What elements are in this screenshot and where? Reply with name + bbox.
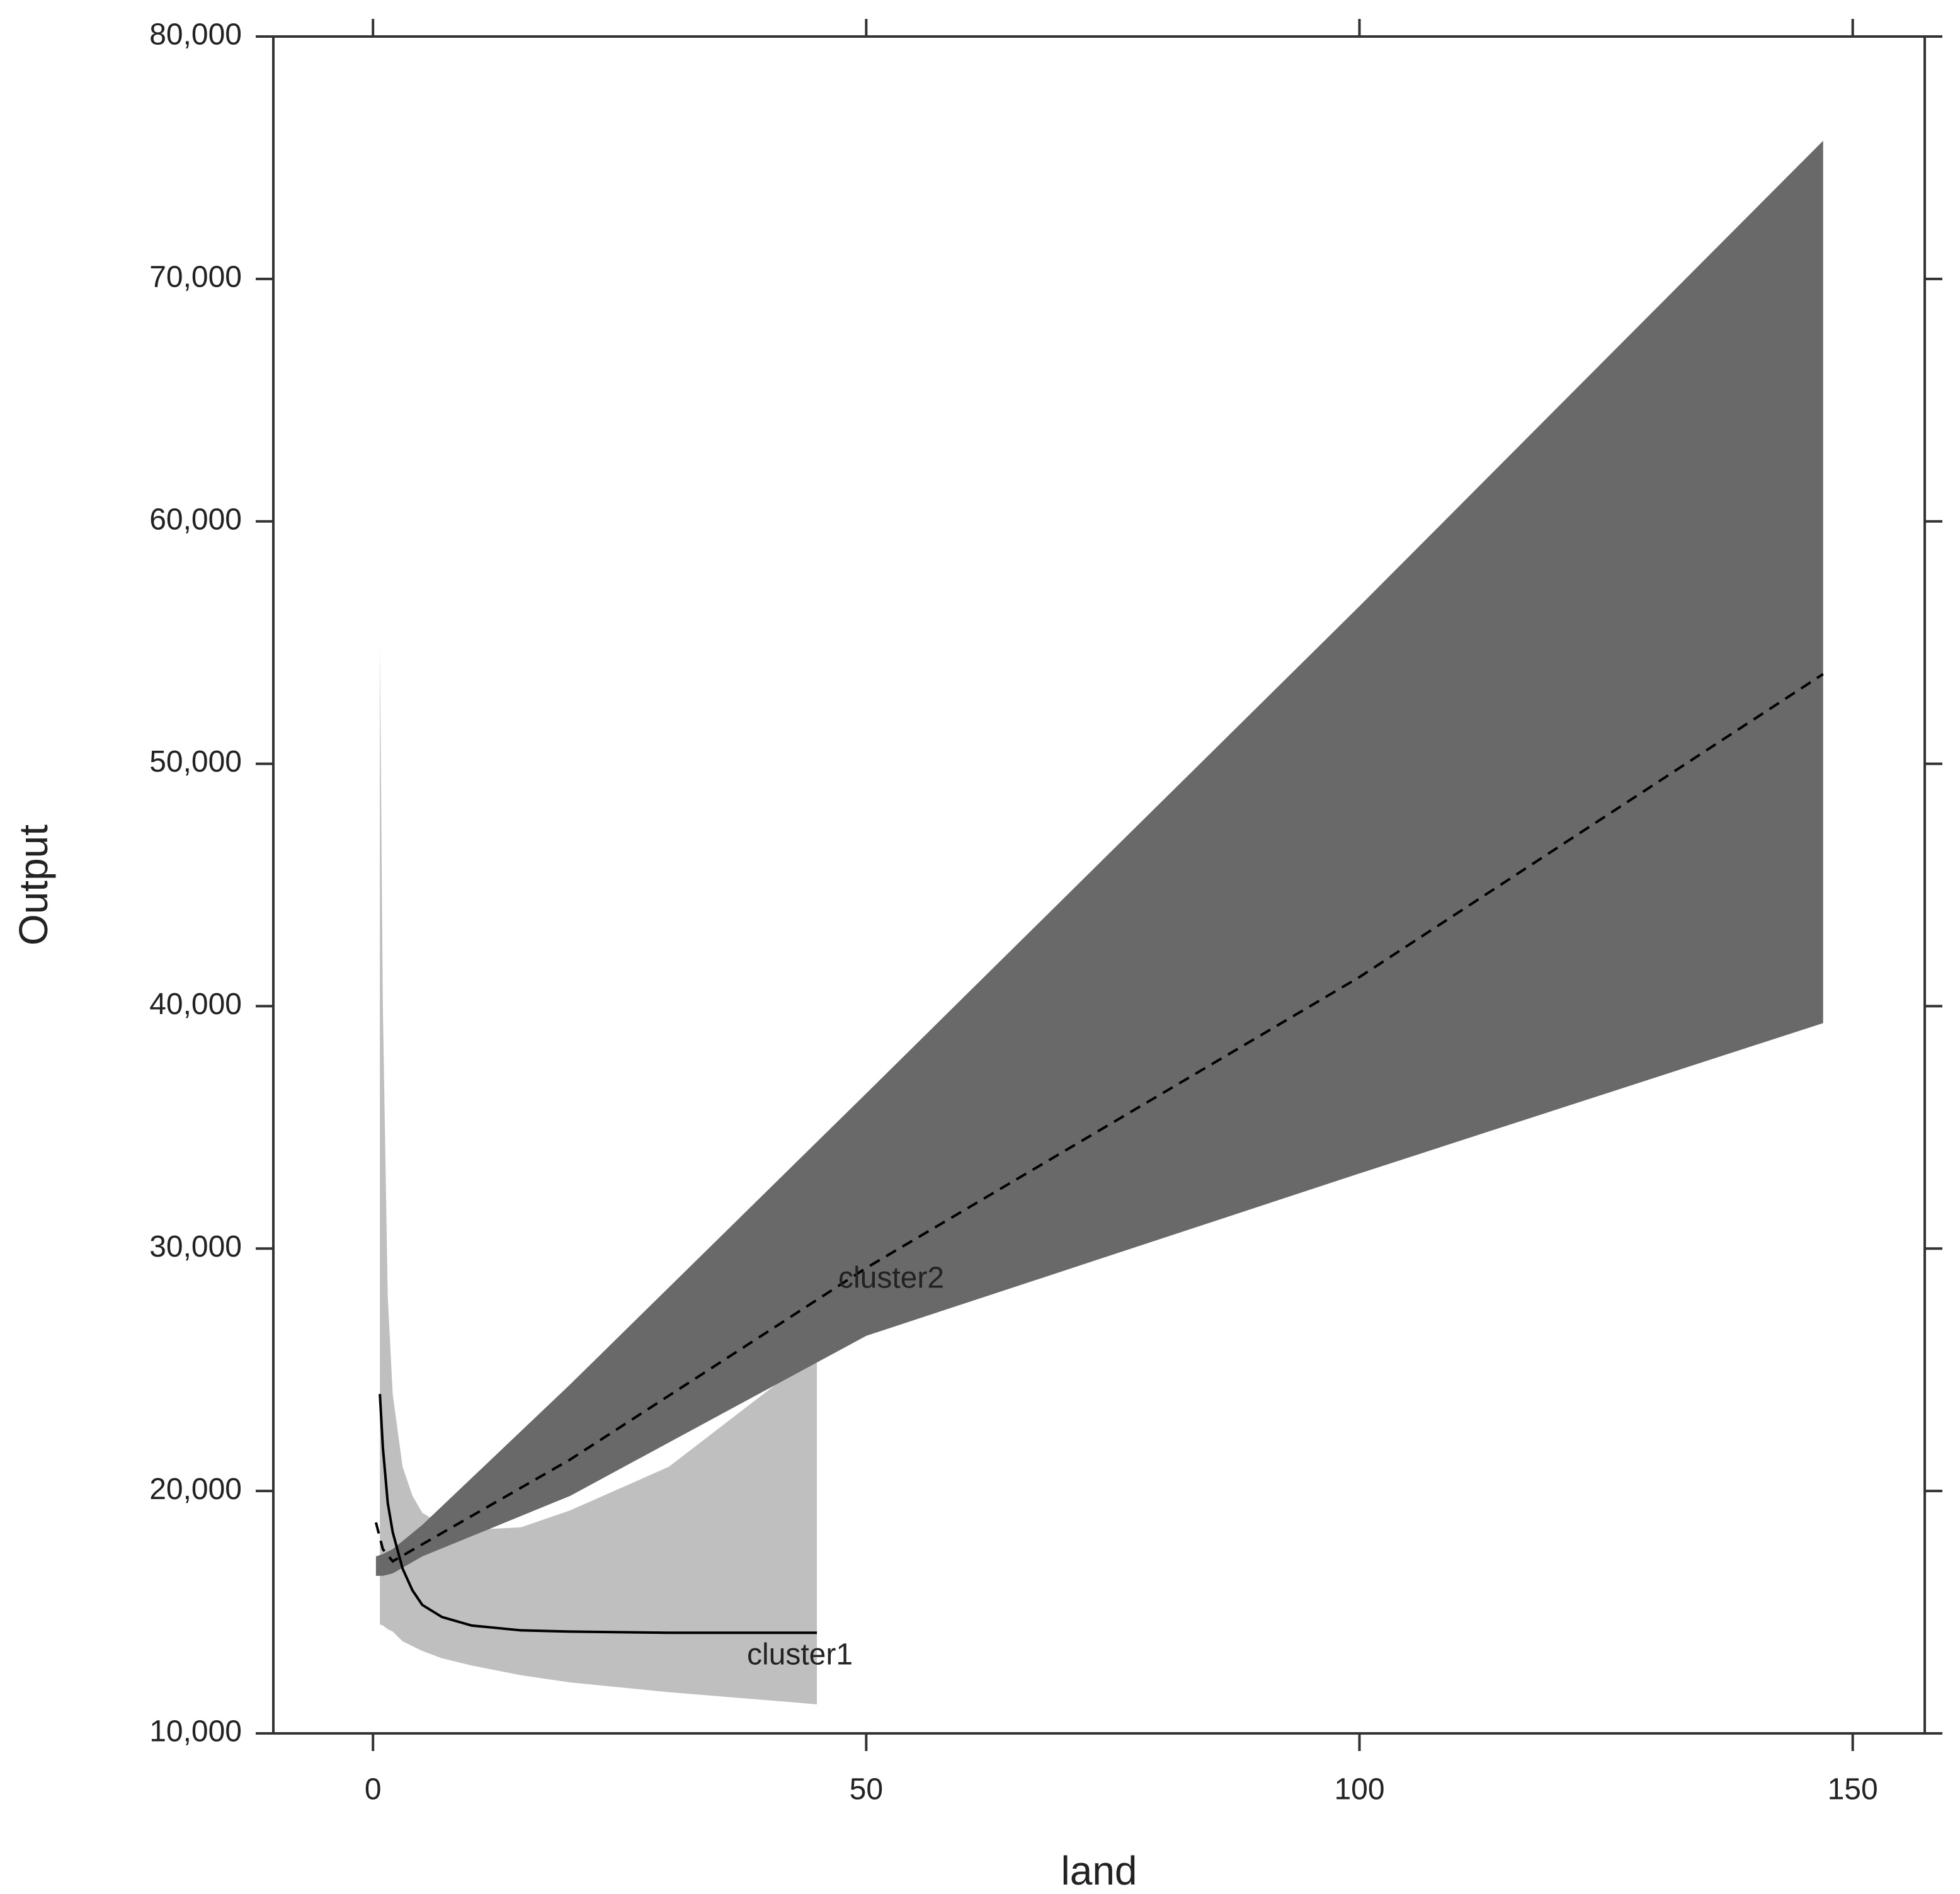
x-tick-label: 100 bbox=[1334, 1773, 1384, 1806]
series-line bbox=[379, 1394, 818, 1634]
y-tick-label: 70,000 bbox=[149, 261, 242, 294]
confidence-band bbox=[375, 140, 1823, 1576]
series-line bbox=[374, 673, 1824, 1563]
y-tick-label: 30,000 bbox=[149, 1230, 242, 1264]
y-tick-label: 20,000 bbox=[149, 1473, 242, 1506]
y-tick-label: 10,000 bbox=[149, 1715, 242, 1749]
y-tick-label: 60,000 bbox=[149, 503, 242, 536]
x-tick-label: 150 bbox=[1828, 1773, 1878, 1806]
y-axis-title: Output bbox=[11, 824, 56, 945]
x-tick-label: 50 bbox=[850, 1773, 883, 1806]
x-axis-title: land bbox=[1061, 1848, 1137, 1893]
series-label: cluster1 bbox=[747, 1638, 853, 1672]
y-tick-label: 40,000 bbox=[149, 988, 242, 1021]
x-tick-label: 0 bbox=[365, 1773, 382, 1806]
y-tick-label: 50,000 bbox=[149, 745, 242, 779]
plot-frame bbox=[272, 35, 1926, 1735]
confidence-band bbox=[380, 642, 818, 1704]
series-label: cluster2 bbox=[838, 1262, 944, 1295]
y-tick-label: 80,000 bbox=[149, 18, 242, 52]
